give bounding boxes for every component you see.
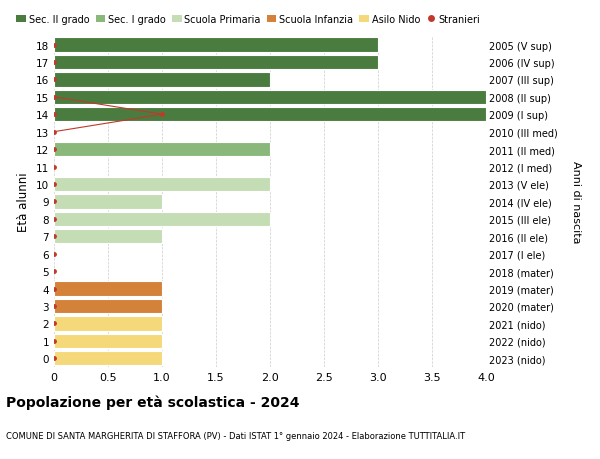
Bar bbox=[54, 282, 162, 296]
Bar bbox=[54, 73, 270, 87]
Text: Popolazione per età scolastica - 2024: Popolazione per età scolastica - 2024 bbox=[6, 395, 299, 409]
Bar bbox=[54, 334, 162, 348]
Bar bbox=[54, 38, 378, 52]
Bar bbox=[54, 56, 378, 70]
Bar bbox=[54, 212, 270, 226]
Bar bbox=[54, 230, 162, 244]
Y-axis label: Anni di nascita: Anni di nascita bbox=[571, 161, 581, 243]
Bar bbox=[54, 90, 486, 105]
Text: COMUNE DI SANTA MARGHERITA DI STAFFORA (PV) - Dati ISTAT 1° gennaio 2024 - Elabo: COMUNE DI SANTA MARGHERITA DI STAFFORA (… bbox=[6, 431, 465, 440]
Bar bbox=[54, 178, 270, 192]
Legend: Sec. II grado, Sec. I grado, Scuola Primaria, Scuola Infanzia, Asilo Nido, Stran: Sec. II grado, Sec. I grado, Scuola Prim… bbox=[13, 11, 484, 28]
Bar bbox=[54, 195, 162, 209]
Y-axis label: Età alunni: Età alunni bbox=[17, 172, 31, 232]
Bar bbox=[54, 317, 162, 331]
Bar bbox=[54, 352, 162, 366]
Bar bbox=[54, 143, 270, 157]
Bar bbox=[54, 108, 486, 122]
Bar bbox=[54, 299, 162, 313]
